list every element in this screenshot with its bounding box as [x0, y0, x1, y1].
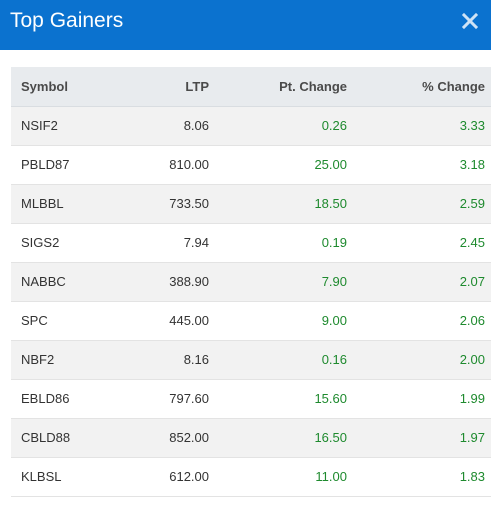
cell-pt-change: 25.00 [314, 157, 347, 172]
table-row[interactable]: SPC 445.00 9.00 2.06 [11, 301, 491, 340]
cell-ltp: 8.06 [183, 118, 209, 133]
cell-pct-change: 1.83 [459, 469, 485, 484]
cell-symbol: SIGS2 [21, 235, 60, 250]
cell-ltp: 612.00 [169, 469, 209, 484]
cell-symbol: KLBSL [21, 469, 62, 484]
column-header-ltp[interactable]: LTP [121, 67, 209, 107]
cell-symbol: CBLD88 [21, 430, 71, 445]
cell-ltp: 733.50 [169, 196, 209, 211]
gainers-table-container: Symbol LTP Pt. Change % Change NSIF2 8.0… [11, 67, 491, 497]
cell-symbol: MLBBL [21, 196, 64, 211]
cell-pt-change: 9.00 [321, 313, 347, 328]
cell-symbol: NABBC [21, 274, 66, 289]
cell-pt-change: 16.50 [314, 430, 347, 445]
table-row[interactable]: CBLD88 852.00 16.50 1.97 [11, 418, 491, 457]
table-row[interactable]: PBLD87 810.00 25.00 3.18 [11, 145, 491, 184]
cell-pct-change: 1.97 [459, 430, 485, 445]
column-header-pct-change[interactable]: % Change [347, 67, 491, 107]
gainers-table: Symbol LTP Pt. Change % Change NSIF2 8.0… [11, 67, 491, 497]
table-row[interactable]: MLBBL 733.50 18.50 2.59 [11, 184, 491, 223]
cell-ltp: 810.00 [169, 157, 209, 172]
column-header-pt-change[interactable]: Pt. Change [209, 67, 347, 107]
cell-pct-change: 1.99 [459, 391, 485, 406]
cell-symbol: NBF2 [21, 352, 55, 367]
cell-symbol: SPC [21, 313, 48, 328]
cell-pt-change: 11.00 [315, 469, 347, 484]
close-icon [461, 12, 479, 30]
table-row[interactable]: KLBSL 612.00 11.00 1.83 [11, 457, 491, 496]
close-button[interactable] [461, 12, 479, 30]
cell-ltp: 7.94 [183, 235, 209, 250]
cell-pt-change: 15.60 [314, 391, 347, 406]
cell-pct-change: 3.18 [459, 157, 485, 172]
table-row[interactable]: SIGS2 7.94 0.19 2.45 [11, 223, 491, 262]
cell-ltp: 388.90 [169, 274, 209, 289]
modal-header: Top Gainers [0, 0, 491, 50]
table-row[interactable]: EBLD86 797.60 15.60 1.99 [11, 379, 491, 418]
cell-pt-change: 7.90 [321, 274, 347, 289]
cell-pct-change: 2.45 [459, 235, 485, 250]
cell-pt-change: 0.26 [321, 118, 347, 133]
table-row[interactable]: NABBC 388.90 7.90 2.07 [11, 262, 491, 301]
cell-symbol: EBLD86 [21, 391, 70, 406]
cell-ltp: 8.16 [183, 352, 209, 367]
cell-pct-change: 2.06 [459, 313, 485, 328]
table-header-row: Symbol LTP Pt. Change % Change [11, 67, 491, 107]
cell-pct-change: 2.59 [459, 196, 485, 211]
cell-pt-change: 0.16 [321, 352, 347, 367]
cell-ltp: 797.60 [169, 391, 209, 406]
cell-ltp: 852.00 [169, 430, 209, 445]
cell-pt-change: 0.19 [321, 235, 347, 250]
table-row[interactable]: NSIF2 8.06 0.26 3.33 [11, 106, 491, 145]
cell-symbol: PBLD87 [21, 157, 70, 172]
cell-pct-change: 2.07 [459, 274, 485, 289]
cell-pt-change: 18.50 [314, 196, 347, 211]
modal-title: Top Gainers [10, 9, 124, 32]
cell-pct-change: 2.00 [459, 352, 485, 367]
cell-pct-change: 3.33 [459, 118, 485, 133]
cell-symbol: NSIF2 [21, 118, 58, 133]
table-row[interactable]: NBF2 8.16 0.16 2.00 [11, 340, 491, 379]
cell-ltp: 445.00 [169, 313, 209, 328]
column-header-symbol[interactable]: Symbol [11, 67, 121, 107]
